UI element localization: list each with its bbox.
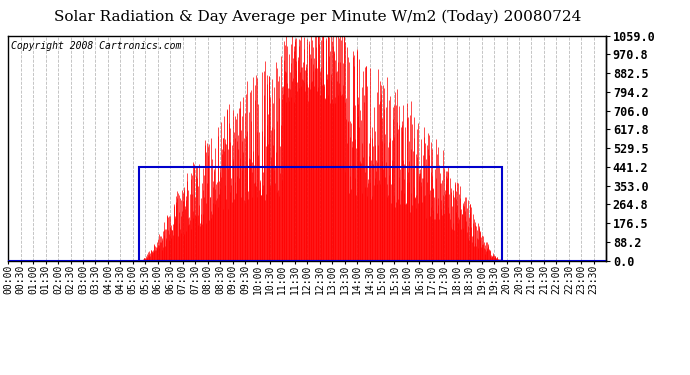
Text: Copyright 2008 Cartronics.com: Copyright 2008 Cartronics.com [11,41,181,51]
Bar [139,167,502,261]
Text: Solar Radiation & Day Average per Minute W/m2 (Today) 20080724: Solar Radiation & Day Average per Minute… [54,9,581,24]
